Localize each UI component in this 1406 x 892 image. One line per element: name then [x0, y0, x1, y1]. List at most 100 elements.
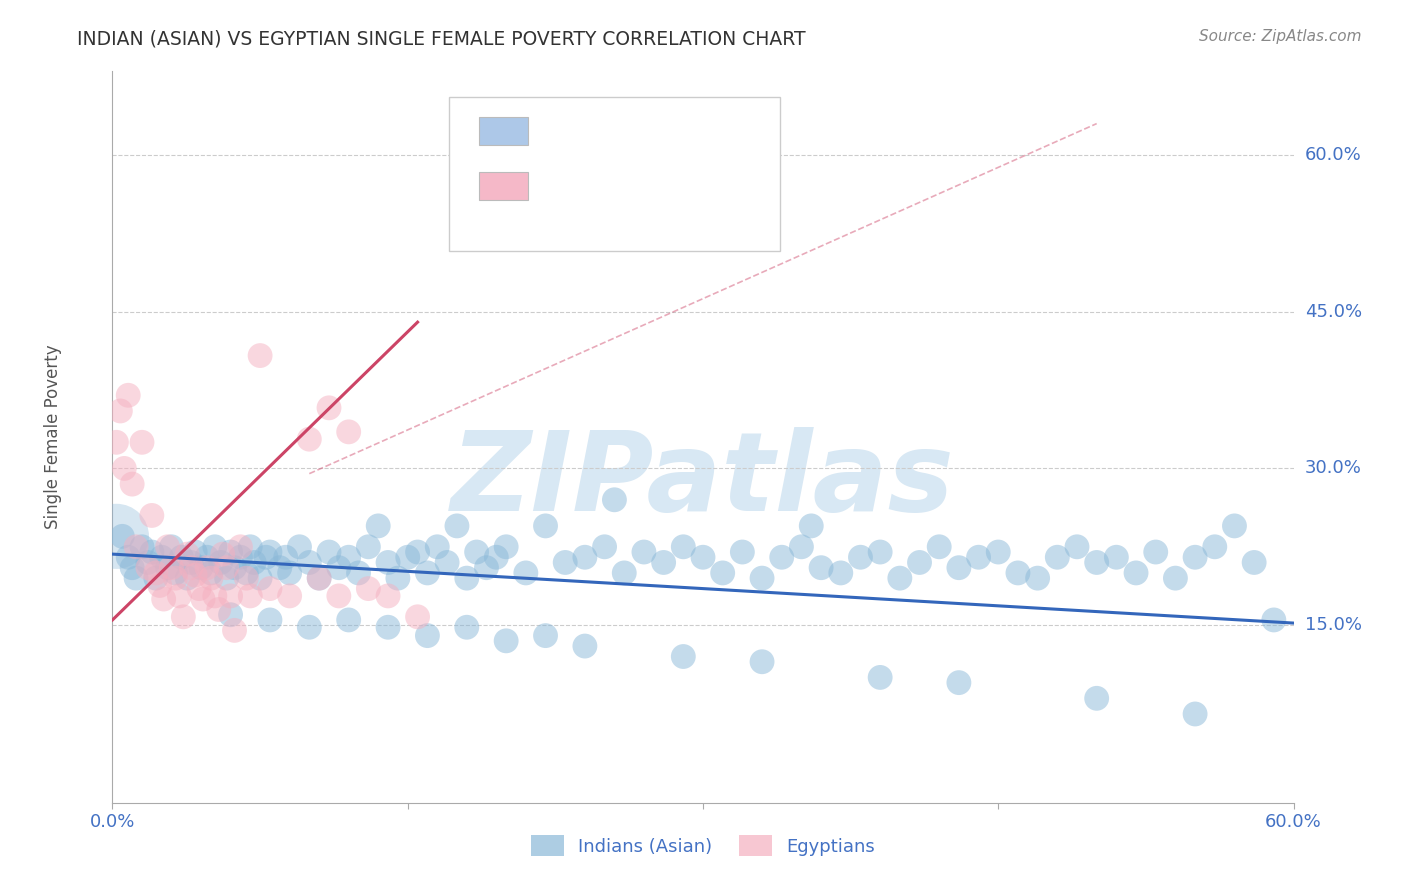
Point — [224, 560, 246, 574]
Point — [377, 620, 399, 634]
FancyBboxPatch shape — [449, 97, 780, 251]
Point — [308, 571, 330, 585]
Point — [249, 571, 271, 585]
Text: 15.0%: 15.0% — [1305, 616, 1361, 634]
Point — [125, 540, 148, 554]
Point — [150, 550, 173, 565]
Text: 30.0%: 30.0% — [1305, 459, 1361, 477]
Point — [1164, 571, 1187, 585]
Point — [790, 540, 813, 554]
Point — [800, 519, 823, 533]
Point — [337, 550, 360, 565]
Text: N = 106: N = 106 — [658, 121, 734, 139]
Point — [229, 550, 252, 565]
Point — [200, 566, 222, 580]
Point — [347, 566, 370, 580]
Point — [209, 556, 232, 570]
Point — [195, 560, 218, 574]
Point — [1066, 540, 1088, 554]
FancyBboxPatch shape — [478, 118, 529, 145]
Point — [416, 566, 439, 580]
Point — [136, 556, 159, 570]
Point — [426, 540, 449, 554]
Point — [190, 560, 212, 574]
Point — [211, 547, 233, 561]
Point — [456, 571, 478, 585]
Text: ZIPatlas: ZIPatlas — [451, 427, 955, 534]
Point — [219, 589, 242, 603]
Point — [111, 529, 134, 543]
Point — [308, 571, 330, 585]
Point — [288, 540, 311, 554]
Point — [176, 547, 198, 561]
Point — [274, 550, 297, 565]
Point — [278, 566, 301, 580]
Point — [117, 388, 139, 402]
Point — [156, 540, 179, 554]
Point — [672, 540, 695, 554]
Point — [751, 655, 773, 669]
Point — [235, 566, 257, 580]
Point — [869, 670, 891, 684]
Point — [574, 550, 596, 565]
Point — [160, 560, 183, 574]
Point — [810, 560, 832, 574]
Point — [416, 629, 439, 643]
Point — [613, 566, 636, 580]
Point — [105, 529, 128, 543]
Point — [495, 540, 517, 554]
Text: R = -0.190: R = -0.190 — [543, 121, 651, 139]
Point — [169, 589, 191, 603]
Text: R =  0.582: R = 0.582 — [543, 176, 651, 194]
Point — [105, 435, 128, 450]
Point — [465, 545, 488, 559]
Point — [328, 589, 350, 603]
Point — [141, 508, 163, 523]
Point — [176, 571, 198, 585]
Point — [188, 582, 211, 596]
Point — [160, 540, 183, 554]
Point — [131, 540, 153, 554]
Point — [121, 477, 143, 491]
Point — [387, 571, 409, 585]
Point — [869, 545, 891, 559]
Point — [770, 550, 793, 565]
Point — [204, 540, 226, 554]
Point — [377, 589, 399, 603]
Point — [1263, 613, 1285, 627]
Point — [485, 550, 508, 565]
Point — [377, 556, 399, 570]
Point — [254, 550, 277, 565]
Point — [278, 589, 301, 603]
Point — [711, 566, 734, 580]
Point — [534, 629, 557, 643]
Point — [908, 556, 931, 570]
Point — [224, 624, 246, 638]
Point — [337, 613, 360, 627]
Point — [269, 560, 291, 574]
Point — [1204, 540, 1226, 554]
Point — [141, 545, 163, 559]
Point — [396, 550, 419, 565]
Point — [195, 550, 218, 565]
Point — [446, 519, 468, 533]
Point — [456, 620, 478, 634]
Text: Source: ZipAtlas.com: Source: ZipAtlas.com — [1198, 29, 1361, 45]
Point — [357, 582, 380, 596]
Point — [145, 571, 167, 585]
Point — [259, 613, 281, 627]
Point — [318, 545, 340, 559]
Point — [180, 556, 202, 570]
Point — [117, 550, 139, 565]
FancyBboxPatch shape — [478, 172, 529, 200]
Point — [1243, 556, 1265, 570]
Text: Single Female Poverty: Single Female Poverty — [45, 345, 62, 529]
Point — [145, 566, 167, 580]
Point — [406, 545, 429, 559]
Point — [1144, 545, 1167, 559]
Point — [136, 560, 159, 574]
Text: N =   44: N = 44 — [658, 176, 745, 194]
Point — [987, 545, 1010, 559]
Point — [672, 649, 695, 664]
Point — [298, 620, 321, 634]
